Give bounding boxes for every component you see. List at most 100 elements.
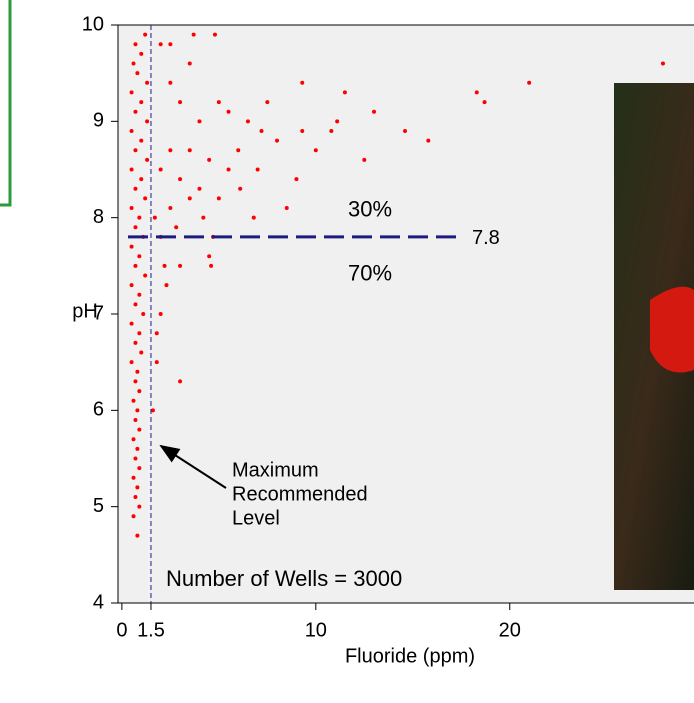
y-tick-label: 9: [93, 110, 104, 132]
point: [168, 80, 173, 85]
point: [197, 186, 202, 191]
point: [342, 90, 347, 95]
point: [131, 514, 136, 519]
point: [129, 167, 134, 172]
point: [265, 100, 270, 105]
point: [403, 128, 408, 133]
point: [135, 533, 140, 538]
point: [150, 408, 155, 413]
y-tick-label: 6: [93, 399, 104, 421]
plot-area: [117, 24, 694, 604]
point: [145, 119, 150, 124]
point: [131, 475, 136, 480]
point: [137, 292, 142, 297]
y-axis-label: pH: [72, 300, 98, 322]
point: [191, 32, 196, 37]
point: [154, 360, 159, 365]
point: [129, 283, 134, 288]
point: [236, 148, 241, 153]
point: [255, 167, 260, 172]
point: [168, 206, 173, 211]
point: [162, 263, 167, 268]
limit-arrow: [159, 444, 227, 489]
side-box: [0, 0, 12, 207]
point: [141, 312, 146, 316]
point: [129, 128, 134, 133]
point: [137, 254, 142, 259]
point: [158, 312, 163, 316]
point: [300, 80, 305, 85]
point: [201, 215, 206, 220]
point: [143, 196, 148, 201]
point: [178, 379, 183, 384]
point: [154, 331, 159, 336]
point: [135, 369, 140, 374]
point: [158, 167, 163, 172]
point: [294, 177, 299, 182]
point: [216, 196, 221, 201]
point: [137, 389, 142, 394]
point: [137, 215, 142, 220]
point: [137, 466, 142, 471]
point: [133, 42, 138, 47]
point: [137, 427, 142, 432]
point: [152, 215, 157, 220]
point: [135, 408, 140, 413]
threshold-label: 7.8: [472, 227, 500, 249]
limit-note: Recommended: [232, 483, 368, 505]
point: [187, 61, 192, 66]
point: [226, 109, 231, 114]
point: [329, 128, 334, 133]
point: [187, 148, 192, 153]
point: [133, 340, 138, 345]
point: [131, 61, 136, 66]
point: [131, 398, 136, 403]
point: [372, 109, 376, 114]
point: [133, 456, 138, 461]
point: [129, 360, 134, 365]
point: [226, 167, 231, 172]
point: [168, 42, 173, 47]
y-tick-label: 5: [93, 495, 104, 517]
point: [168, 148, 173, 153]
point: [207, 157, 212, 162]
point: [482, 100, 487, 105]
point: [139, 177, 144, 182]
point: [137, 504, 142, 509]
point: [133, 417, 138, 422]
y-tick-label: 4: [93, 591, 104, 613]
point: [158, 42, 163, 47]
point: [207, 254, 212, 259]
point: [259, 128, 264, 133]
point: [145, 80, 150, 85]
count-note: Number of Wells = 3000: [166, 566, 402, 591]
point: [209, 263, 214, 268]
y-tick-label: 10: [82, 13, 104, 35]
point: [145, 157, 150, 162]
point: [137, 331, 142, 336]
point: [133, 302, 138, 307]
y-tick-label: 8: [93, 206, 104, 228]
point: [135, 485, 140, 490]
photo-figure: [650, 286, 694, 373]
point: [133, 148, 138, 153]
point: [139, 350, 144, 355]
point: [426, 138, 431, 143]
point: [313, 148, 318, 153]
point: [212, 32, 217, 37]
point: [133, 225, 138, 230]
point: [133, 263, 138, 268]
below-label: 70%: [348, 261, 392, 286]
point: [178, 100, 183, 105]
point: [143, 32, 148, 37]
point: [129, 206, 134, 211]
x-tick-label: 20: [499, 619, 521, 641]
point: [238, 186, 243, 191]
point: [245, 119, 250, 124]
point: [275, 138, 280, 143]
point: [335, 119, 340, 124]
limit-note: Maximum: [232, 459, 319, 481]
point: [251, 215, 256, 220]
point: [660, 61, 665, 66]
